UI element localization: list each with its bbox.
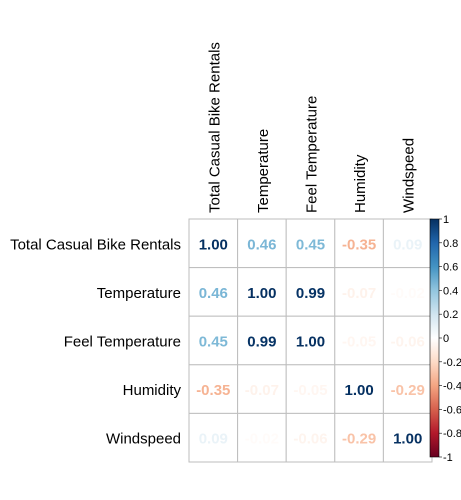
colorbar-gradient xyxy=(429,218,440,458)
row-label-total-casual-bike-rentals: Total Casual Bike Rentals xyxy=(10,236,181,253)
colorbar-tick-label: 0.8 xyxy=(443,238,458,250)
value-label-windspeed-feel-temperature: -0.06 xyxy=(293,431,327,448)
colorbar-tick-label: 1 xyxy=(443,214,449,226)
heatmap-cell-feel-temperature-humidity xyxy=(334,315,384,366)
value-label-feel-temperature-total-casual-bike-rentals: 0.45 xyxy=(199,334,228,351)
value-label-feel-temperature-temperature: 0.99 xyxy=(247,334,276,351)
heatmap-cell-total-casual-bike-rentals-feel-temperature xyxy=(285,218,336,269)
heatmap-cell-windspeed-feel-temperature xyxy=(285,412,336,463)
value-label-temperature-humidity: -0.07 xyxy=(342,285,376,302)
column-label-windspeed: Windspeed xyxy=(401,138,418,213)
heatmap-cell-feel-temperature-temperature xyxy=(237,315,287,366)
heatmap-cell-total-casual-bike-rentals-temperature xyxy=(237,218,287,269)
row-label-temperature: Temperature xyxy=(97,285,181,302)
heatmap-cell-humidity-feel-temperature xyxy=(285,364,336,414)
value-label-windspeed-total-casual-bike-rentals: 0.09 xyxy=(199,431,228,448)
value-label-humidity-humidity: 1.00 xyxy=(344,382,373,399)
value-label-humidity-total-casual-bike-rentals: -0.35 xyxy=(196,382,230,399)
value-label-temperature-feel-temperature: 0.99 xyxy=(296,285,325,302)
value-label-feel-temperature-humidity: -0.05 xyxy=(342,334,376,351)
colorbar-tick-label: -0.6 xyxy=(443,404,461,416)
heatmap-cell-humidity-windspeed xyxy=(382,364,433,414)
colorbar-tick-label: 0.2 xyxy=(443,309,458,321)
value-label-temperature-total-casual-bike-rentals: 0.46 xyxy=(199,285,228,302)
value-label-humidity-feel-temperature: -0.05 xyxy=(293,382,327,399)
heatmap-cell-humidity-humidity xyxy=(334,364,384,414)
heatmap-cell-temperature-windspeed xyxy=(382,267,433,317)
value-label-windspeed-temperature: -0.02 xyxy=(245,431,279,448)
heatmap-cell-windspeed-temperature xyxy=(237,412,287,463)
value-label-windspeed-windspeed: 1.00 xyxy=(393,431,422,448)
colorbar-tick-label: -0.2 xyxy=(443,357,461,369)
heatmap-cell-humidity-temperature xyxy=(237,364,287,414)
heatmap-cells xyxy=(188,218,433,463)
heatmap-cell-temperature-feel-temperature xyxy=(285,267,336,317)
value-label-total-casual-bike-rentals-total-casual-bike-rentals: 1.00 xyxy=(199,236,228,253)
column-label-feel-temperature: Feel Temperature xyxy=(304,96,321,213)
colorbar-tick-label: 0.6 xyxy=(443,262,458,274)
colorbar-tick-label: -1 xyxy=(443,452,453,464)
value-label-feel-temperature-feel-temperature: 1.00 xyxy=(296,334,325,351)
heatmap-cell-humidity-total-casual-bike-rentals xyxy=(188,364,239,414)
column-label-temperature: Temperature xyxy=(255,129,272,213)
value-label-humidity-windspeed: -0.29 xyxy=(391,382,425,399)
value-label-total-casual-bike-rentals-humidity: -0.35 xyxy=(342,236,376,253)
colorbar-tick-label: 0.4 xyxy=(443,285,458,297)
heatmap-cell-total-casual-bike-rentals-total-casual-bike-rentals xyxy=(188,218,239,269)
column-labels: Total Casual Bike Rentals Temperature Feel… xyxy=(206,42,417,213)
column-label-total-casual-bike-rentals: Total Casual Bike Rentals xyxy=(206,42,223,213)
value-label-temperature-temperature: 1.00 xyxy=(247,285,276,302)
value-label-temperature-windspeed: -0.02 xyxy=(391,285,425,302)
value-label-humidity-temperature: -0.07 xyxy=(245,382,279,399)
value-label-total-casual-bike-rentals-windspeed: 0.09 xyxy=(393,236,422,253)
colorbar-tick-label: -0.4 xyxy=(443,381,461,393)
heatmap-cell-temperature-total-casual-bike-rentals xyxy=(188,267,239,317)
colorbar: 1 0.8 0.6 0.4 0.2 0 -0.2 -0.4 -0.6 -0.8 -1 xyxy=(429,214,461,464)
row-labels: Total Casual Bike Rentals Temperature Feel… xyxy=(10,236,181,447)
row-label-humidity: Humidity xyxy=(123,382,182,399)
value-label-windspeed-humidity: -0.29 xyxy=(342,431,376,448)
column-label-humidity: Humidity xyxy=(352,154,369,213)
row-label-windspeed: Windspeed xyxy=(106,431,181,448)
value-label-feel-temperature-windspeed: -0.06 xyxy=(391,334,425,351)
value-label-total-casual-bike-rentals-feel-temperature: 0.45 xyxy=(296,236,325,253)
value-label-total-casual-bike-rentals-temperature: 0.46 xyxy=(247,236,276,253)
heatmap-value-labels: 1.00 0.46 0.45 -0.35 0.09 0.46 1.00 0.99 -0.07 -0… xyxy=(196,236,425,447)
colorbar-tick-label: 0 xyxy=(443,333,449,345)
row-label-feel-temperature: Feel Temperature xyxy=(64,334,181,351)
heatmap-cell-windspeed-windspeed xyxy=(382,412,433,463)
heatmap-cell-windspeed-total-casual-bike-rentals xyxy=(188,412,239,463)
colorbar-tick-label: -0.8 xyxy=(443,428,461,440)
